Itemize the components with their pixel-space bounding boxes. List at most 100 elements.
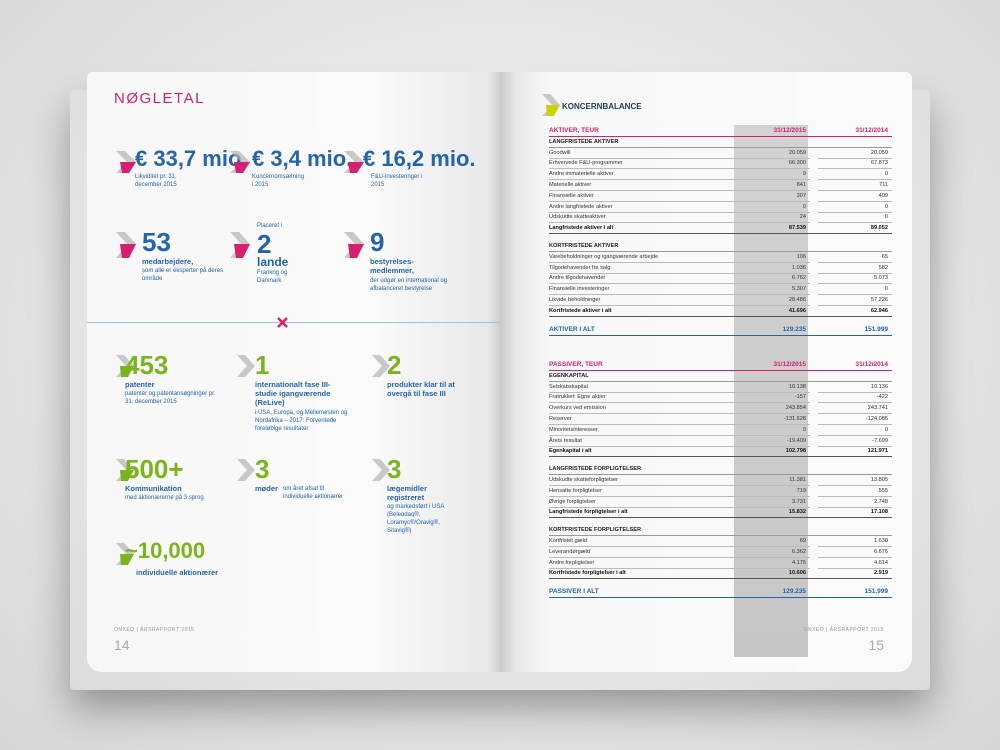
right-page: KONCERNBALANCE AKTIVER, TEUR 31/12/2015 … [500, 72, 912, 672]
table-row: PASSIVER I ALT 129.235 151.999 [549, 586, 892, 599]
row-label: Langfristede aktiver i alt [549, 222, 736, 235]
table-row: Varebeholdninger og igangværende arbejde… [549, 251, 892, 263]
value-2015: 41.696 [736, 305, 810, 317]
row-label [549, 579, 736, 587]
table-row: EGENKAPITAL [549, 370, 892, 382]
value-2014: 1.630 [818, 535, 892, 547]
table-row: Materielle aktiver 841 711 [549, 179, 892, 191]
table-row: Kortfristede forpligtelser i alt 10.606 2.… [549, 568, 892, 580]
row-label: Finansielle investeringer [549, 283, 736, 296]
page-number: 15 [868, 637, 884, 653]
value-2015: 1.036 [736, 262, 810, 274]
kpi-label: patenter [125, 380, 155, 389]
value-2015: 87.539 [736, 222, 810, 235]
value-2015 [736, 579, 810, 587]
chevron-arrow-icon [237, 459, 255, 481]
value-2014: 151.999 [818, 323, 892, 336]
kpi-sub: patenter og patentansøgninger pr. 31. de… [125, 391, 216, 405]
chevron-arrow-icon [372, 355, 390, 377]
row-label: LANGFRISTEDE AKTIVER [549, 136, 736, 148]
row-label: Reserver [549, 413, 736, 425]
table-row: Andre immaterielle aktiver 9 0 [549, 168, 892, 181]
value-2015 [736, 316, 810, 324]
value-2014: 0 [818, 212, 892, 224]
value-2014: 711 [818, 179, 892, 191]
row-label: Materielle aktiver [549, 179, 736, 191]
kpi-value: € 33,7 mio. [135, 146, 248, 171]
table-row: Likvide beholdninger 28.486 57.226 [549, 294, 892, 306]
table-row: Tilgodehavender fra salg 1.036 582 [549, 262, 892, 274]
liabilities-table: PASSIVER, TEUR 31/12/2015 31/12/2014 EGE… [549, 359, 892, 599]
page-footer: ONXEO | ÅRSRAPPORT 2015 [803, 627, 884, 633]
kpi-label: lægemidler registreret [387, 484, 428, 502]
row-label: Årets resultat [549, 435, 736, 447]
value-2015: 5.307 [736, 283, 810, 296]
value-2015: 6.362 [736, 546, 810, 558]
kpi-value: 2 [257, 229, 272, 259]
row-label: Øvrige forpligtelser [549, 496, 736, 508]
value-2015: 129.235 [736, 323, 810, 336]
row-label: Andre langfristede aktiver [549, 201, 736, 213]
value-2014: 17.108 [818, 507, 892, 519]
value-2015 [736, 525, 810, 537]
kpi-value: ~10,000 [125, 538, 206, 563]
left-page: NØGLETAL € 33,7 mio. Likviditet pr. 31. … [87, 72, 500, 672]
table-row: Årets resultat -19.409 -7.699 [549, 435, 892, 447]
table-row [549, 234, 892, 242]
value-2015: 28.486 [736, 294, 810, 306]
kpi-label: møder [255, 484, 278, 493]
table-row: Andre tilgodehavender 6.762 5.073 [549, 273, 892, 285]
value-2014: 0 [818, 283, 892, 296]
row-label: PASSIVER I ALT [549, 586, 736, 599]
value-2015: 9 [736, 168, 810, 181]
value-2014: 10.136 [818, 381, 892, 393]
row-label: Langfristede forpligtelser i alt [549, 507, 736, 519]
value-2014 [818, 136, 892, 148]
value-2014: 6.676 [818, 546, 892, 558]
chevron-arrow-icon [230, 151, 250, 173]
row-label: KORTFRISTEDE FORPLIGTELSER [549, 525, 736, 537]
row-label: Udskudte skatteforpligtelser [549, 474, 736, 486]
kpi-pre: Placeret i [257, 223, 283, 229]
table-row: Leverandørgæld 6.362 6.676 [549, 546, 892, 558]
value-2015: -157 [736, 392, 810, 404]
row-label: Kortfristede aktiver i alt [549, 305, 736, 317]
row-label: Andre forpligtelser [549, 557, 736, 569]
kpi-label: medarbejdere, [142, 257, 194, 266]
section-divider [87, 322, 500, 323]
kpi-value: 3 [387, 454, 402, 484]
chevron-arrow-icon [116, 459, 134, 481]
table-row: AKTIVER I ALT 129.235 151.999 [549, 323, 892, 336]
value-2014: 582 [818, 262, 892, 274]
value-2014: 2.748 [818, 496, 892, 508]
page-number: 14 [114, 637, 130, 653]
value-2015: 841 [736, 179, 810, 191]
value-2015: 10.138 [736, 381, 810, 393]
row-label: Udskudte skatteaktiver [549, 212, 736, 224]
row-label: Leverandørgæld [549, 546, 736, 558]
value-2015: 719 [736, 485, 810, 497]
table-row: Egenkapital i alt 102.798 121.971 [549, 446, 892, 458]
kpi-sub: med aktionærerne på 3 sprog [125, 495, 204, 501]
kpi-sub: som alle er eksperter på deres område [142, 268, 224, 282]
page-title: KONCERNBALANCE [562, 102, 642, 111]
chevron-arrow-icon [237, 355, 255, 377]
row-label: Tilgodehavender fra salg [549, 262, 736, 274]
kpi-label: F&U-investeringer i 2015 [371, 174, 423, 188]
chevron-arrow-icon [344, 151, 364, 173]
kpi-sub: i USA, Europa, og Mellemøsten og Nordafr… [255, 410, 348, 432]
row-label: Kortfristede forpligtelser i alt [549, 568, 736, 580]
table-row: Overkurs ved emission 243.854 243.741 [549, 402, 892, 415]
kpi-value: 1 [255, 350, 270, 380]
table-header: AKTIVER, TEUR 31/12/2015 31/12/2014 [549, 125, 892, 137]
value-2015: 69 [736, 535, 810, 547]
row-label [549, 234, 736, 242]
value-2015 [736, 241, 810, 252]
value-2014 [818, 579, 892, 587]
value-2014: 0 [818, 168, 892, 181]
chevron-arrow-icon [230, 232, 250, 258]
value-2015: 243.854 [736, 402, 810, 415]
kpi-value: € 3,4 mio. [252, 146, 353, 171]
table-row: KORTFRISTEDE FORPLIGTELSER [549, 525, 892, 537]
table-row: Hensatte forpligtelser 719 555 [549, 485, 892, 497]
